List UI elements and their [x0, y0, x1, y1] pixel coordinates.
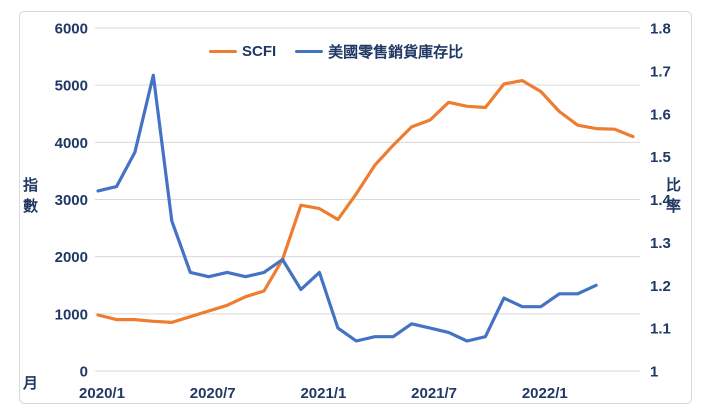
legend-item-scfi: SCFI [209, 43, 276, 60]
x-tick-label: 2020/7 [190, 385, 236, 402]
right-tick-label: 1.3 [650, 235, 671, 252]
right-tick-label: 1.5 [650, 149, 671, 166]
right-tick-label: 1.7 [650, 63, 671, 80]
x-axis-title: 月 [23, 375, 39, 392]
right-axis-title: 比率 [665, 177, 681, 215]
scfi-line-swatch [209, 50, 237, 53]
left-tick-label: 1000 [55, 306, 88, 323]
x-tick-label: 2022/1 [522, 385, 568, 402]
x-tick-label: 2021/7 [411, 385, 457, 402]
left-tick-label: 4000 [55, 135, 88, 152]
right-tick-label: 1.2 [650, 278, 671, 295]
left-tick-label: 0 [80, 364, 88, 381]
right-tick-label: 1.1 [650, 321, 671, 338]
left-tick-label: 2000 [55, 249, 88, 266]
chart-legend: SCFI 美國零售銷貨庫存比 [209, 41, 463, 62]
inventory-ratio-line [96, 73, 598, 343]
right-tick-label: 1.4 [650, 192, 672, 209]
left-tick-label: 6000 [55, 21, 88, 38]
left-axis-title: 指數 [22, 177, 38, 215]
legend-label-scfi: SCFI [242, 43, 277, 60]
chart-frame [19, 11, 692, 404]
inventory-ratio-line-swatch [295, 50, 324, 53]
legend-label-inventory-ratio: 美國零售銷貨庫存比 [328, 44, 464, 61]
right-tick-label: 1.6 [650, 106, 671, 123]
left-tick-label: 5000 [55, 78, 88, 95]
right-tick-label: 1 [650, 364, 658, 381]
legend-item-inventory-ratio: 美國零售銷貨庫存比 [295, 41, 463, 62]
right-axis-ticks: 1.8 1.7 1.6 1.5 1.4 1.3 1.2 1.1 1 [650, 21, 672, 381]
x-tick-label: 2021/1 [300, 385, 346, 402]
left-axis-ticks: 6000 5000 4000 3000 2000 1000 0 [55, 21, 88, 381]
series-lines-group [96, 73, 635, 343]
x-axis-ticks: 2020/1 2020/7 2021/1 2021/7 2022/1 [79, 385, 568, 402]
scfi-line [96, 78, 635, 324]
right-tick-label: 1.8 [650, 21, 671, 38]
x-tick-label: 2020/1 [79, 385, 125, 402]
left-tick-label: 3000 [55, 192, 88, 209]
